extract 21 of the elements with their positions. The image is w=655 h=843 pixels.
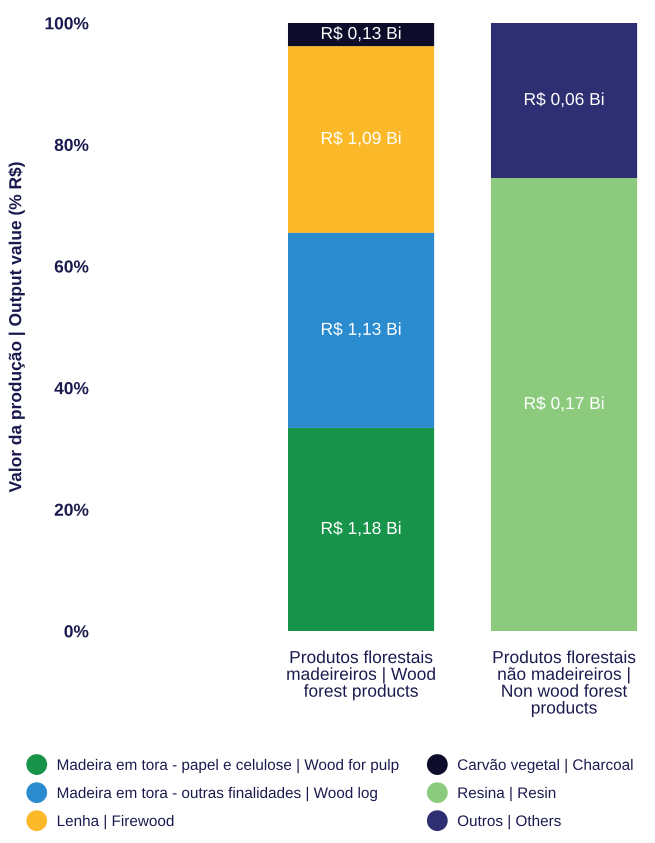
legend-label: Outros | Others (458, 814, 561, 830)
y-tick-label: 60% (54, 260, 88, 273)
y-tick-label: 0% (64, 625, 88, 638)
data-label: R$ 0,06 Bi (524, 92, 604, 108)
y-tick-label: 20% (54, 504, 88, 516)
data-label: R$ 1,18 Bi (322, 521, 400, 536)
data-label: R$ 0,17 Bi (524, 396, 604, 412)
data-label: R$ 1,09 Bi (322, 131, 400, 146)
data-label: R$ 0,13 Bi (322, 26, 400, 42)
legend-label: Resina | Resin (458, 786, 556, 802)
y-axis-title: Valor da produção | Output value (% R$) (8, 162, 26, 492)
legend-label: Madeira em tora - outras finalidades | Wood log (58, 786, 377, 802)
x-tick-label: Produtos florestais não madeireiros | Non wood forest products (494, 650, 636, 718)
y-tick-label: 80% (54, 138, 88, 152)
y-tick-label: 40% (54, 382, 88, 394)
y-tick-label: 100% (46, 17, 88, 30)
data-label: R$ 1,13 Bi (322, 322, 400, 338)
legend-label: Lenha | Firewood (58, 814, 174, 830)
x-tick-label: Produtos florestais madeireiros | Wood forest products (287, 650, 435, 700)
legend-label: Madeira em tora - papel e celulose | Wood for pulp (58, 758, 399, 774)
legend-label: Carvão vegetal | Charcoal (458, 758, 633, 774)
